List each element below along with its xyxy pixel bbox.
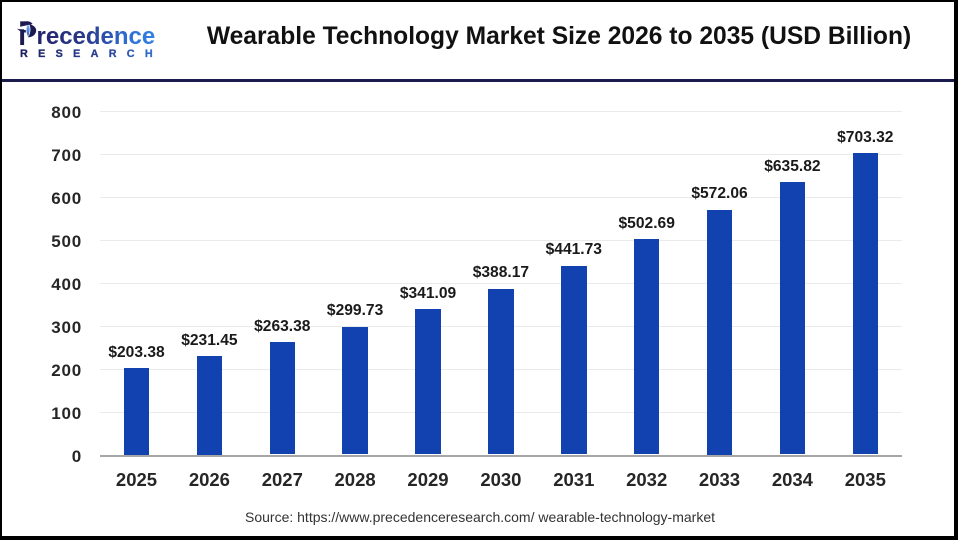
svg-text:RESEARCH: RESEARCH [20, 48, 160, 60]
svg-text:recedence: recedence [37, 23, 156, 50]
